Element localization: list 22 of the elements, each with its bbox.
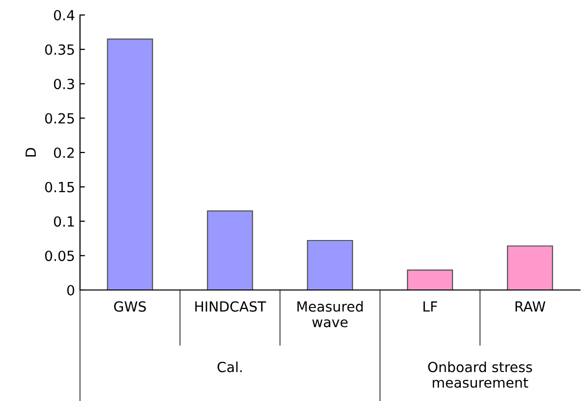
y-tick-label: 0.35 [45,44,74,55]
x-tick-label: LF [424,301,438,312]
bar [506,245,554,290]
text: Cal. [218,362,242,372]
y-tick-label: 0.05 [45,250,74,262]
y-tick-label: 0.25 [45,113,74,124]
y-axis-title: D [26,148,36,156]
bar [406,270,454,290]
x-tick-label: Measured wave [297,301,363,328]
y-tick-label: 0.1 [54,216,74,227]
y-tick-label: 0.3 [54,78,74,90]
bar [106,38,154,290]
x-tick-label: GWS [114,301,146,312]
y-tick-label: 0.15 [45,182,74,192]
y-tick-label: 0.4 [54,10,74,20]
y-tick-label: 0.2 [54,147,74,158]
y-tick-label: 0 [67,284,74,296]
x-tick-label: HINDCAST [195,301,266,312]
bar [206,210,254,290]
x-tick-label: RAW [516,301,546,312]
bar [306,240,354,290]
text: Onboard stress measurement [428,362,532,388]
